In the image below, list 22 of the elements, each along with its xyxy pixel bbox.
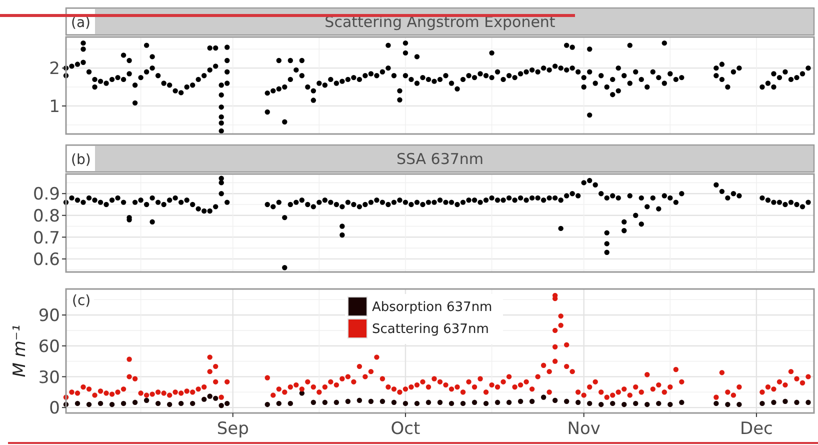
y-tick-label: 0 (49, 398, 60, 419)
y-tick-label: 0.8 (32, 206, 60, 226)
annotation: (c) (72, 293, 91, 309)
y-tick-label: 60 (38, 336, 60, 357)
x-tick-label: Sep (216, 419, 249, 439)
x-tick-label: Dec (740, 419, 773, 439)
y-tick-label: 0.6 (32, 250, 60, 270)
x-tick-label: Nov (567, 419, 600, 439)
y-axis-title: M m⁻¹ (10, 324, 30, 378)
text: (b) (71, 152, 91, 168)
x-tick-label: Oct (390, 419, 420, 439)
y-tick-label: 1 (49, 97, 60, 118)
chart-title: Scattering Angstrom Exponent (324, 13, 556, 31)
legend-label: Scattering 637nm (372, 322, 489, 337)
y-tick-label: 30 (38, 368, 60, 388)
y-tick-label: 0.7 (32, 228, 60, 248)
legend-label: Absorption 637nm (372, 300, 492, 315)
y-tick-label: 90 (38, 306, 60, 326)
chart-title: SSA 637nm (396, 150, 484, 168)
y-tick-label: 2 (49, 59, 60, 80)
text: (a) (71, 15, 91, 31)
y-tick-label: 0.9 (32, 184, 60, 205)
